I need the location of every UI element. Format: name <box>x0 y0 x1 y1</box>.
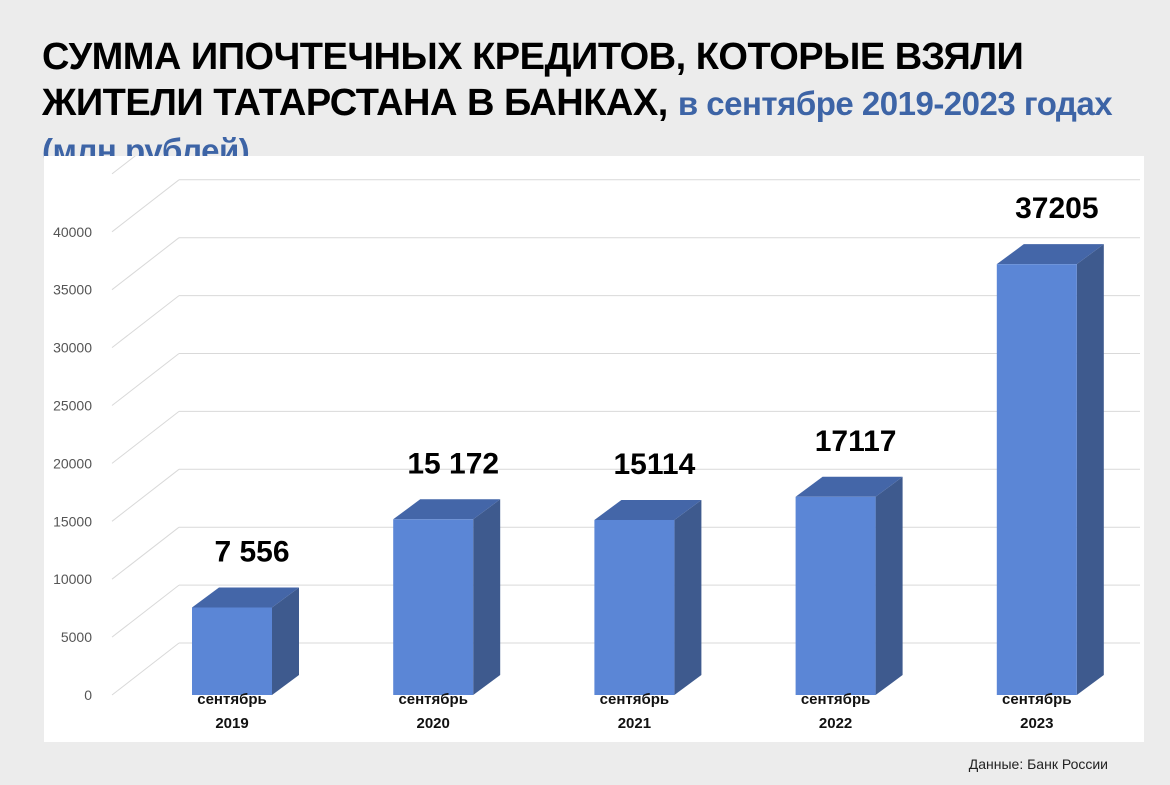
bar-front <box>393 519 474 695</box>
data-label: 17117 <box>815 425 897 458</box>
data-label: 7 556 <box>214 536 289 569</box>
bar <box>594 499 702 695</box>
y-tick-label: 35000 <box>53 282 92 298</box>
bar-chart: 0 5000 10000 15000 20000 25000 30000 35000 40000… <box>53 121 1140 732</box>
x-tick-label: сентябрь <box>600 691 670 708</box>
bar <box>795 476 903 695</box>
bar-top <box>192 587 299 608</box>
gridline-diagonal <box>111 584 180 638</box>
bar-top <box>996 244 1104 265</box>
bar <box>996 244 1104 695</box>
x-tick-label: сентябрь <box>197 691 267 708</box>
x-tick-label: сентябрь <box>398 691 468 708</box>
chart-title: СУММА ИПОЧТЕЧНЫХ КРЕДИТОВ, КОТОРЫЕ ВЗЯЛИ… <box>42 34 1152 174</box>
data-label: 15114 <box>614 448 696 481</box>
y-tick-label: 25000 <box>53 398 92 414</box>
bar <box>393 499 501 695</box>
gridline-diagonal <box>111 468 180 522</box>
bar-side <box>1076 244 1104 695</box>
gridline-diagonal <box>111 179 180 233</box>
x-tick-label: 2019 <box>215 715 248 732</box>
x-tick-label: 2023 <box>1020 715 1053 732</box>
bar-front <box>594 519 675 695</box>
y-tick-label: 0 <box>84 687 92 703</box>
bar-side <box>875 476 903 695</box>
data-label: 37205 <box>1015 192 1098 225</box>
bar-front <box>192 607 272 695</box>
title-main: СУММА ИПОЧТЕЧНЫХ КРЕДИТОВ, КОТОРЫЕ ВЗЯЛИ… <box>42 36 1024 124</box>
bar-side <box>674 499 702 695</box>
x-tick-label: 2022 <box>819 715 852 732</box>
bar-side <box>272 587 299 695</box>
y-tick-label: 10000 <box>53 571 92 587</box>
x-tick-label: сентябрь <box>801 691 871 708</box>
bar <box>192 587 299 695</box>
gridline-diagonal <box>111 526 180 580</box>
y-tick-label: 30000 <box>53 340 92 356</box>
x-tick-label: сентябрь <box>1002 691 1072 708</box>
gridline-diagonal <box>111 237 180 291</box>
y-tick-label: 5000 <box>61 629 92 645</box>
gridline-diagonal <box>111 121 180 175</box>
chart-panel: 0 5000 10000 15000 20000 25000 30000 35000 40000… <box>44 121 1144 742</box>
gridline-diagonal <box>111 353 180 406</box>
bar-top <box>393 499 501 520</box>
bar-top <box>795 476 903 497</box>
data-label: 15 172 <box>407 447 499 480</box>
bar-side <box>473 499 501 695</box>
bar-top <box>594 499 702 520</box>
gridline-diagonal <box>111 642 180 696</box>
bar-front <box>996 264 1077 695</box>
y-tick-label: 40000 <box>53 224 92 240</box>
x-tick-label: 2020 <box>417 715 450 732</box>
gridline-diagonal <box>111 411 180 464</box>
x-tick-label: 2021 <box>618 715 651 732</box>
gridline-diagonal <box>111 295 180 348</box>
bar-front <box>795 496 876 695</box>
data-source-note: Данные: Банк России <box>968 756 1108 772</box>
y-tick-label: 15000 <box>53 513 92 529</box>
y-tick-label: 20000 <box>53 455 92 471</box>
